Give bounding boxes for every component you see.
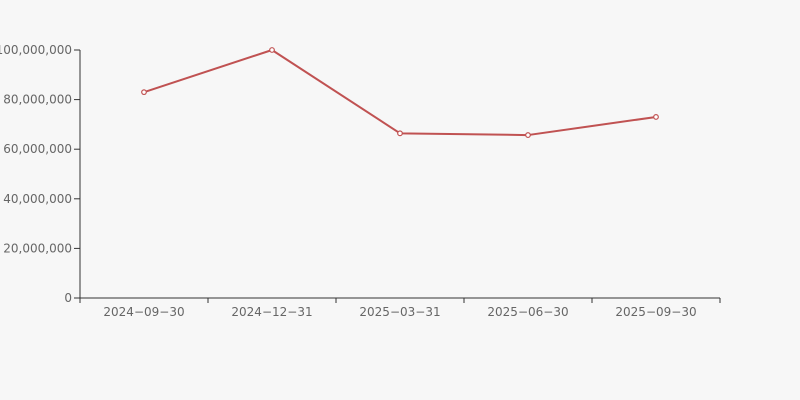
data-point-marker[interactable] xyxy=(397,130,403,137)
y-axis-tick-label: 100,000,000 xyxy=(0,43,72,57)
data-point-marker[interactable] xyxy=(269,47,275,53)
y-axis-tick-label: 0 xyxy=(64,291,72,305)
x-axis-tick-label: 2025−03−31 xyxy=(359,305,440,319)
data-point-marker[interactable] xyxy=(141,89,147,96)
x-axis-tick-label: 2024−09−30 xyxy=(103,305,184,319)
data-point-marker[interactable] xyxy=(653,114,659,120)
y-axis-tick-label: 20,000,000 xyxy=(3,241,72,255)
data-point-marker[interactable] xyxy=(525,132,531,138)
y-axis-tick-label: 60,000,000 xyxy=(3,142,72,156)
y-axis-tick-label: 40,000,000 xyxy=(3,192,72,206)
x-axis-tick-label: 2025−09−30 xyxy=(615,305,696,319)
y-axis-tick-label: 80,000,000 xyxy=(3,93,72,107)
x-axis-tick-label: 2025−06−30 xyxy=(487,305,568,319)
x-axis-tick-label: 2024−12−31 xyxy=(231,305,312,319)
series-line xyxy=(143,49,657,137)
